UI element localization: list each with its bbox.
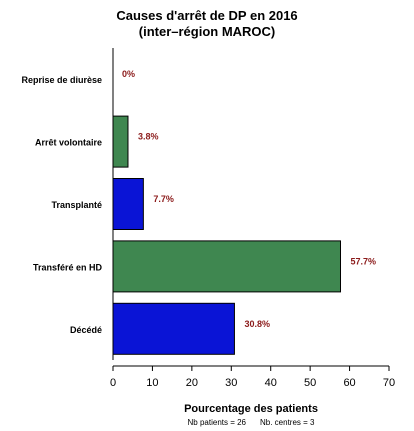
data-label-4: 30.8% <box>244 319 270 329</box>
data-label-2: 7.7% <box>153 194 174 204</box>
bar-1 <box>112 115 129 168</box>
x-tick-label-2: 20 <box>186 377 198 389</box>
bar-2 <box>112 178 144 230</box>
x-axis-title: Pourcentage des patients <box>184 403 318 415</box>
data-label-3: 57.7% <box>351 256 377 266</box>
x-tick-label-1: 10 <box>146 377 158 389</box>
category-label-2: Transplanté <box>51 200 102 210</box>
footnote-centres: Nb. centres = 3 <box>260 418 315 427</box>
category-label-0: Reprise de diurèse <box>21 75 102 85</box>
x-tick-label-5: 50 <box>304 377 316 389</box>
chart-title: Causes d'arrêt de DP en 2016 <box>116 8 298 23</box>
x-tick-label-7: 70 <box>383 377 395 389</box>
category-label-3: Transféré en HD <box>33 262 103 272</box>
data-label-0: 0% <box>122 69 135 79</box>
category-label-4: Décédé <box>70 325 102 335</box>
x-tick-label-0: 0 <box>110 377 116 389</box>
footnote-patients: Nb patients = 26 <box>187 418 246 427</box>
footnote: Nb patients = 26 Nb. centres = 3 <box>113 418 389 427</box>
bar-3 <box>112 240 342 293</box>
data-label-1: 3.8% <box>138 132 159 142</box>
chart-subtitle: (inter–région MAROC) <box>138 24 276 39</box>
bar-4 <box>112 302 235 355</box>
x-tick-label-6: 60 <box>343 377 355 389</box>
x-tick-label-3: 30 <box>225 377 237 389</box>
x-tick-label-4: 40 <box>265 377 277 389</box>
category-label-1: Arrêt volontaire <box>35 138 102 148</box>
